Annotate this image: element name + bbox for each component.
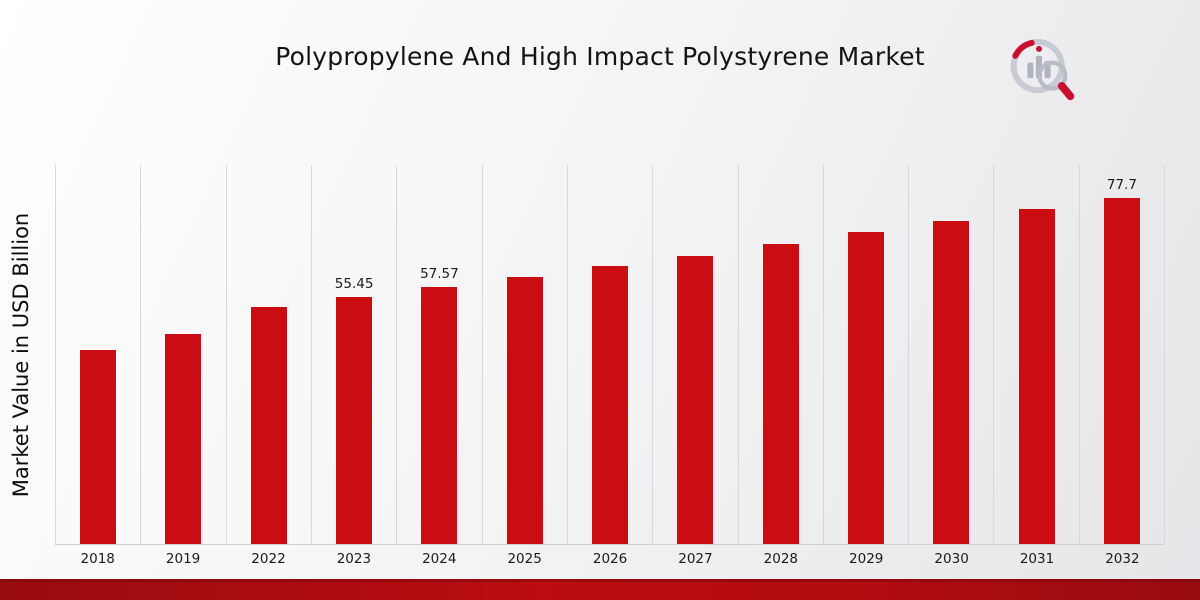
bar-2032 xyxy=(1103,197,1140,544)
grid-column-2027 xyxy=(652,165,737,544)
grid-column-2026 xyxy=(566,165,652,544)
grid-column-2031 xyxy=(993,165,1078,544)
x-tick-2024: 2024 xyxy=(422,551,457,567)
data-label-2032: 77.7 xyxy=(1106,176,1137,193)
bar-2024 xyxy=(421,287,458,544)
x-tick-2022: 2022 xyxy=(251,551,286,567)
plot-area: 55.45 57.57 77.7 xyxy=(55,165,1166,545)
grid-column-2028 xyxy=(737,165,823,544)
bar-2018 xyxy=(80,350,117,544)
x-tick-2027: 2027 xyxy=(678,551,713,567)
grid-column-2018 xyxy=(55,165,140,544)
bar-2019 xyxy=(165,334,202,544)
bar-2023 xyxy=(336,296,373,544)
grid-column-2029 xyxy=(822,165,908,544)
x-tick-2025: 2025 xyxy=(507,551,542,567)
bar-2029 xyxy=(847,232,884,544)
x-tick-2031: 2031 xyxy=(1019,551,1055,567)
grid-column-2030 xyxy=(908,165,993,544)
x-tick-2018: 2018 xyxy=(80,551,115,567)
y-axis-title: Market Value in USD Billion xyxy=(9,212,34,498)
grid-column-2023: 55.45 xyxy=(310,165,396,544)
x-tick-2032: 2032 xyxy=(1105,551,1140,567)
x-tick-2023: 2023 xyxy=(336,551,372,567)
grid-column-2024: 57.57 xyxy=(396,165,481,544)
brand-logo xyxy=(1010,39,1075,101)
y-axis-title-container: Market Value in USD Billion xyxy=(6,165,36,545)
chart-title: Polypropylene And High Impact Polystyren… xyxy=(275,42,925,71)
logo-magnifier-lens xyxy=(1037,60,1068,91)
bar-2030 xyxy=(933,220,970,544)
bar-2022 xyxy=(250,306,287,544)
x-tick-2029: 2029 xyxy=(849,551,884,567)
bar-2025 xyxy=(506,276,543,544)
data-label-2024: 57.57 xyxy=(420,266,459,283)
grid-column-2032: 77.7 xyxy=(1078,165,1166,544)
bar-2028 xyxy=(762,243,799,544)
x-axis-labels: 2018 2019 2022 2023 2024 2025 2026 2027 2028 2029… xyxy=(55,551,1165,567)
x-tick-2026: 2026 xyxy=(592,551,628,567)
data-label-2023: 55.45 xyxy=(334,275,374,292)
grid-column-2025 xyxy=(481,165,567,544)
grid-column-2019 xyxy=(140,165,225,544)
logo-magnifier-handle xyxy=(1057,82,1075,101)
logo-bar-1 xyxy=(1027,62,1034,79)
logo-dot xyxy=(1035,45,1042,52)
bar-2026 xyxy=(592,266,629,544)
grid-column-2022 xyxy=(225,165,311,544)
logo-red-arc xyxy=(1012,39,1035,59)
x-tick-2019: 2019 xyxy=(165,551,201,567)
bar-2027 xyxy=(677,255,714,544)
x-tick-2028: 2028 xyxy=(763,551,798,567)
x-tick-2030: 2030 xyxy=(934,551,969,567)
bottom-accent-ribbon xyxy=(0,579,1200,600)
bar-2031 xyxy=(1018,209,1055,544)
